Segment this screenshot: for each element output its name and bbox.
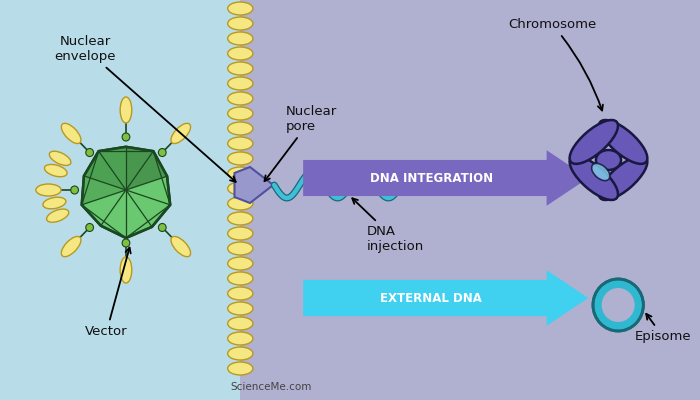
Text: DNA
injection: DNA injection <box>352 198 424 253</box>
FancyArrowPatch shape <box>303 150 588 206</box>
Ellipse shape <box>228 77 253 90</box>
Ellipse shape <box>228 347 253 360</box>
Ellipse shape <box>228 317 253 330</box>
Ellipse shape <box>47 209 69 222</box>
Text: Vector: Vector <box>85 248 131 338</box>
Polygon shape <box>234 167 273 203</box>
Ellipse shape <box>228 227 253 240</box>
Text: Chromosome: Chromosome <box>508 18 603 110</box>
Text: EXTERNAL DNA: EXTERNAL DNA <box>380 292 482 304</box>
Ellipse shape <box>570 156 618 200</box>
Ellipse shape <box>120 97 132 123</box>
Ellipse shape <box>43 197 66 209</box>
Ellipse shape <box>599 156 648 200</box>
Ellipse shape <box>62 236 81 257</box>
Ellipse shape <box>62 123 81 144</box>
Ellipse shape <box>49 151 71 166</box>
Text: Nuclear
pore: Nuclear pore <box>265 105 337 181</box>
Ellipse shape <box>602 288 635 322</box>
Ellipse shape <box>36 184 61 196</box>
Ellipse shape <box>593 279 643 331</box>
Ellipse shape <box>158 224 166 232</box>
Ellipse shape <box>228 2 253 15</box>
Ellipse shape <box>599 120 648 164</box>
Ellipse shape <box>228 242 253 255</box>
Ellipse shape <box>228 182 253 195</box>
Polygon shape <box>82 176 126 205</box>
Ellipse shape <box>228 92 253 105</box>
Ellipse shape <box>228 152 253 165</box>
Text: Nuclear
envelope: Nuclear envelope <box>55 35 236 182</box>
Ellipse shape <box>228 302 253 315</box>
Ellipse shape <box>228 212 253 225</box>
Ellipse shape <box>122 133 130 141</box>
Ellipse shape <box>592 163 610 181</box>
Ellipse shape <box>228 62 253 75</box>
Ellipse shape <box>158 148 166 156</box>
Bar <box>0 0 240 400</box>
Ellipse shape <box>228 257 253 270</box>
Ellipse shape <box>71 186 78 194</box>
Polygon shape <box>126 147 167 190</box>
Ellipse shape <box>171 123 190 144</box>
Ellipse shape <box>228 332 253 345</box>
Ellipse shape <box>228 137 253 150</box>
Polygon shape <box>82 147 170 238</box>
Ellipse shape <box>228 47 253 60</box>
Ellipse shape <box>120 257 132 283</box>
Ellipse shape <box>228 197 253 210</box>
Ellipse shape <box>228 167 253 180</box>
Ellipse shape <box>86 148 94 156</box>
Ellipse shape <box>86 224 94 232</box>
Ellipse shape <box>122 239 130 247</box>
Polygon shape <box>84 147 126 190</box>
Ellipse shape <box>596 150 621 170</box>
Text: ScienceMe.com: ScienceMe.com <box>230 382 312 392</box>
Text: DNA INTEGRATION: DNA INTEGRATION <box>370 172 493 184</box>
Ellipse shape <box>228 107 253 120</box>
Text: Episome: Episome <box>635 314 692 343</box>
Ellipse shape <box>228 272 253 285</box>
Ellipse shape <box>228 287 253 300</box>
Ellipse shape <box>171 236 190 257</box>
Ellipse shape <box>228 122 253 135</box>
Ellipse shape <box>228 32 253 45</box>
FancyArrowPatch shape <box>303 270 588 326</box>
Ellipse shape <box>228 362 253 375</box>
Ellipse shape <box>228 17 253 30</box>
Ellipse shape <box>45 164 67 177</box>
Ellipse shape <box>570 120 618 164</box>
